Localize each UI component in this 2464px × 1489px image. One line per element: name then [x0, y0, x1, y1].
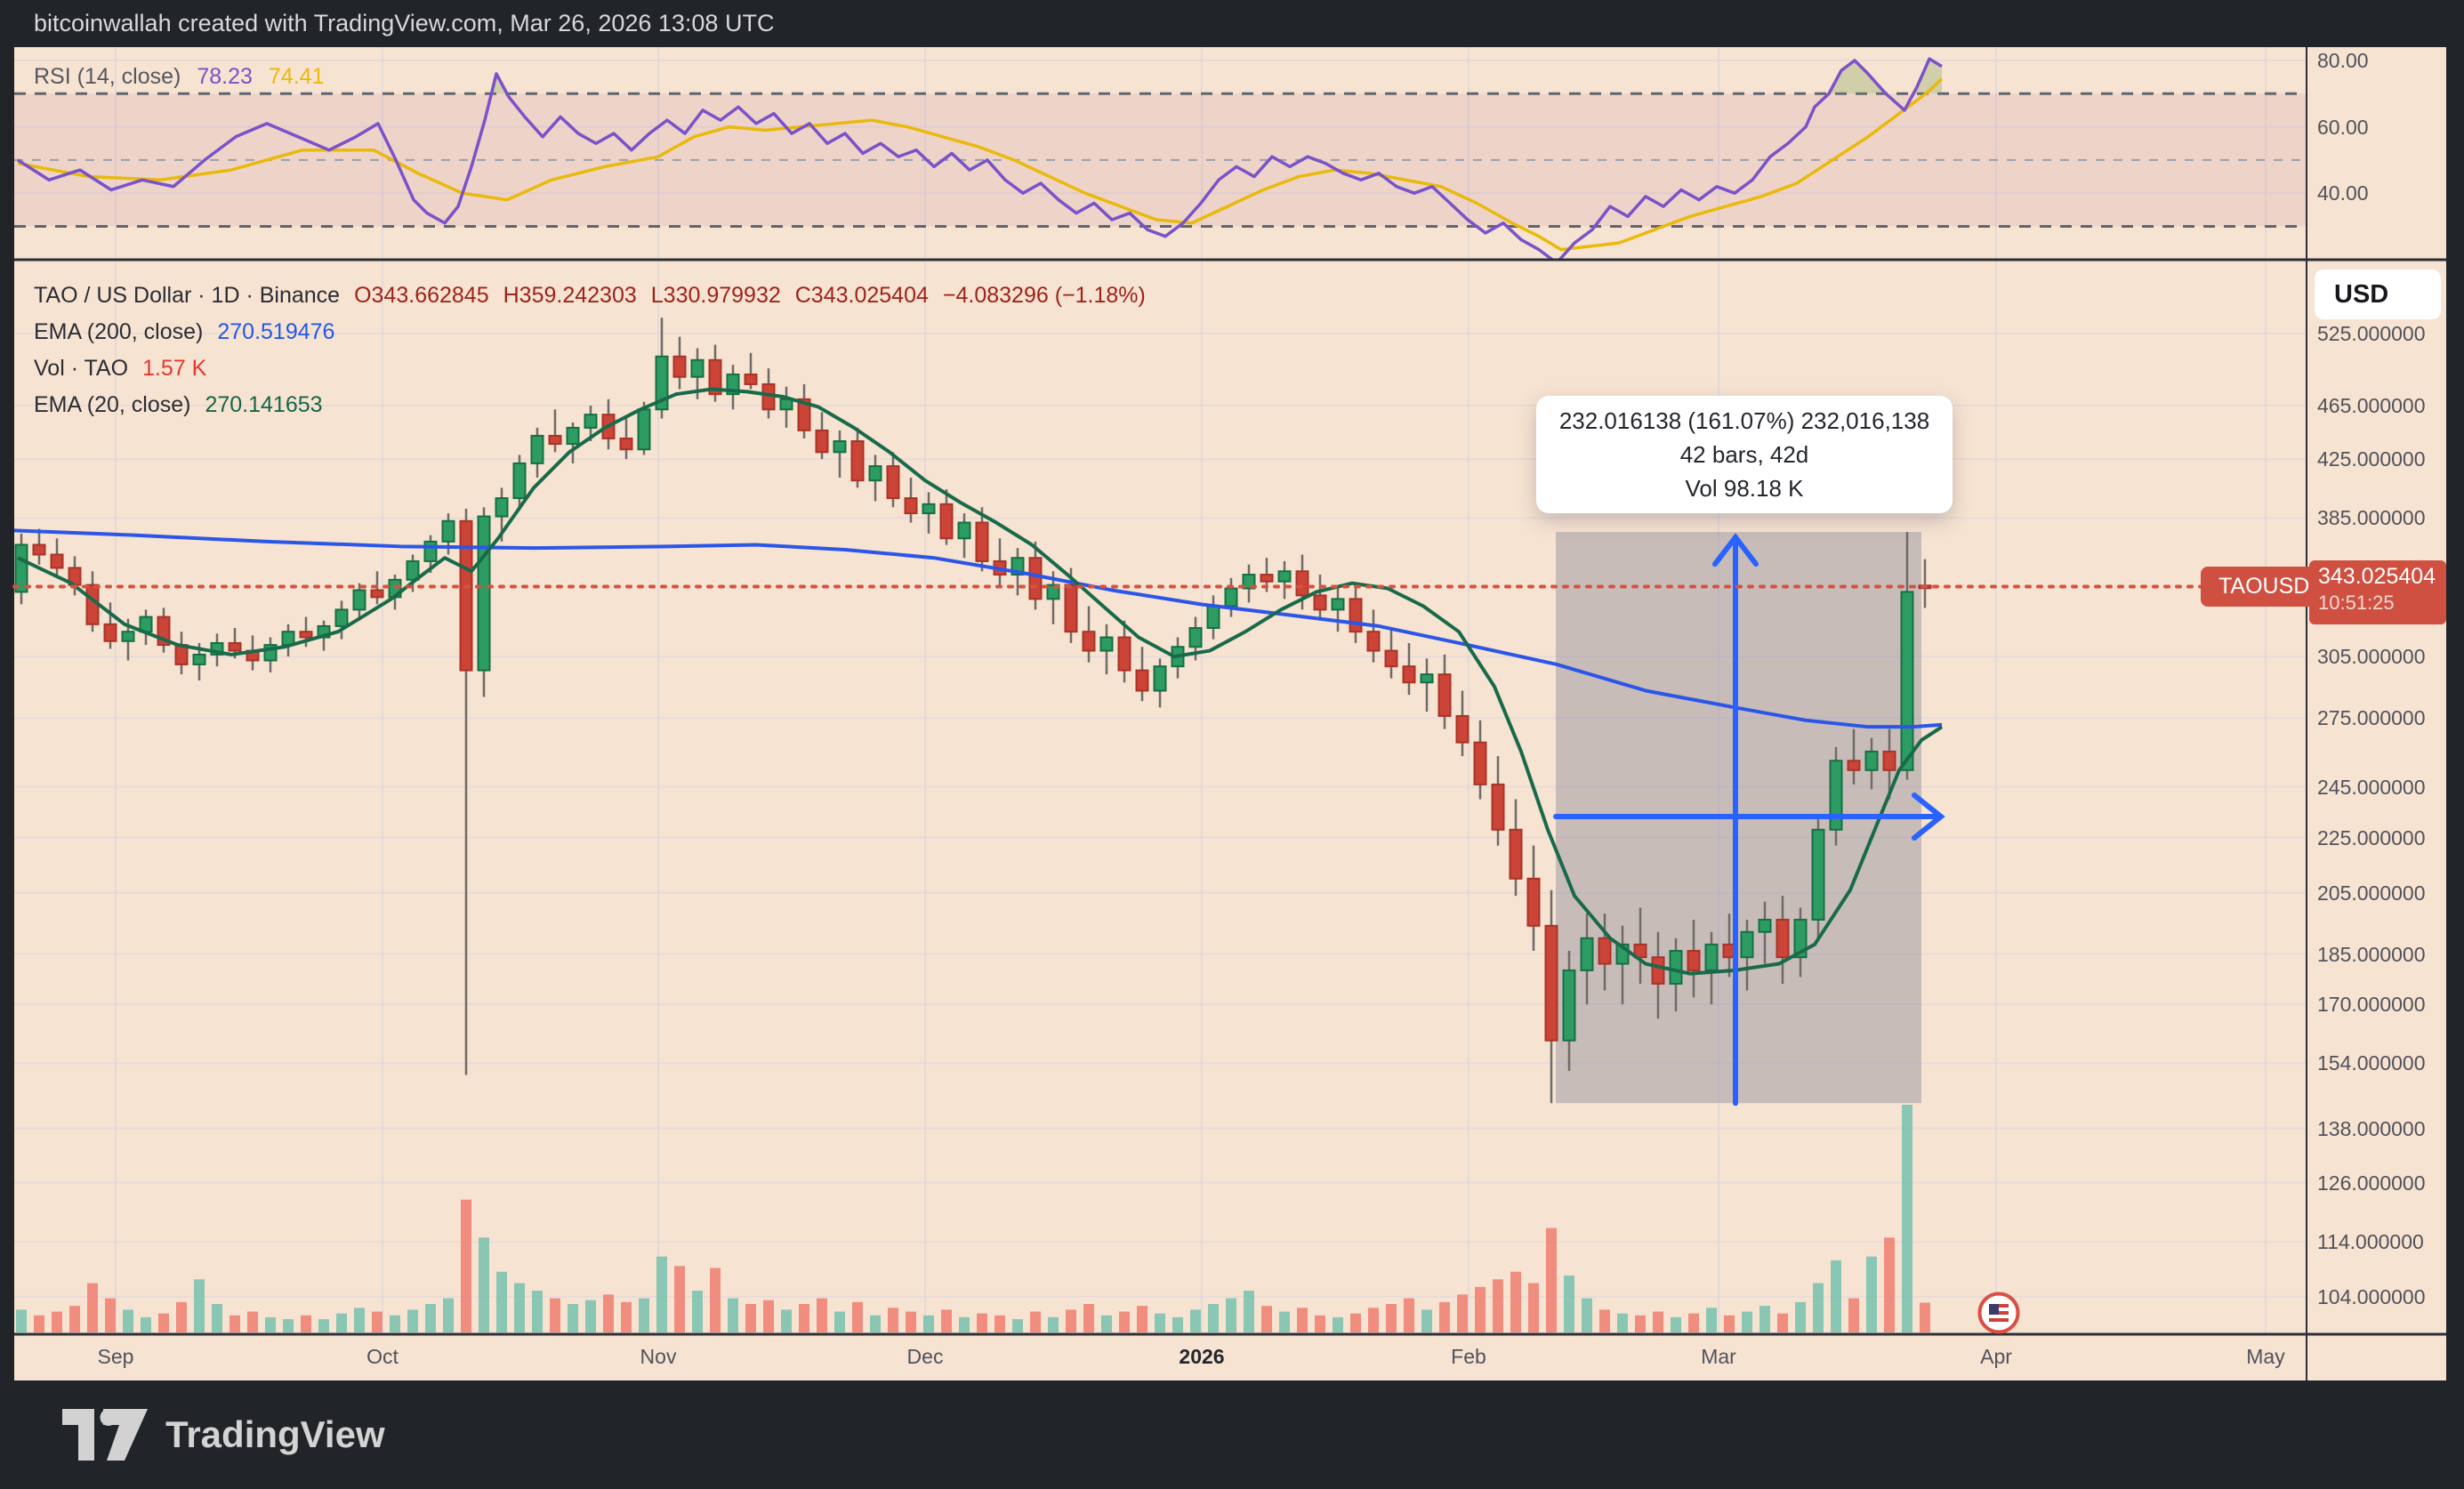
- price-axis-label: 205.000000: [2317, 881, 2426, 905]
- rsi-ma-value: 74.41: [268, 64, 325, 89]
- time-axis-label: Apr: [1980, 1345, 2012, 1368]
- price-axis-label: 138.000000: [2317, 1116, 2426, 1140]
- ema20-label: EMA (20, close): [34, 392, 191, 417]
- volume-value: 1.57 K: [142, 356, 207, 381]
- legend-volume-row[interactable]: Vol · TAO 1.57 K: [34, 350, 1146, 387]
- footer: TradingView: [0, 1380, 2464, 1489]
- price-axis-label: 465.000000: [2317, 393, 2426, 417]
- ema20-value: 270.141653: [205, 392, 323, 417]
- time-axis-label: May: [2246, 1345, 2285, 1368]
- price-axis-label: 525.000000: [2317, 321, 2426, 345]
- price-axis-label: 385.000000: [2317, 506, 2426, 530]
- ohlc-change: −4.083296 (−1.18%): [942, 283, 1146, 308]
- time-axis-label: Oct: [366, 1345, 399, 1368]
- price-axis-label: 225.000000: [2317, 825, 2426, 849]
- symbol-title: TAO / US Dollar · 1D · Binance: [34, 283, 341, 308]
- price-axis-label: 154.000000: [2317, 1051, 2426, 1075]
- watermark-title: bitcoinwallah created with TradingView.c…: [34, 10, 775, 36]
- price-axis-label: 185.000000: [2317, 942, 2426, 966]
- time-axis-label: Mar: [1701, 1345, 1736, 1368]
- price-line-symbol-tag: TAOUSD: [2201, 567, 2328, 607]
- ema200-label: EMA (200, close): [34, 319, 204, 344]
- price-axis-label: 126.000000: [2317, 1171, 2426, 1195]
- countdown-timer: 10:51:25: [2318, 592, 2395, 614]
- main-legend: TAO / US Dollar · 1D · Binance O343.6628…: [34, 278, 1146, 423]
- ohlc-high: H359.242303: [503, 283, 637, 308]
- ohlc-close: C343.025404: [794, 283, 929, 308]
- us-flag-event-icon[interactable]: [1977, 1292, 2020, 1334]
- volume-label: Vol · TAO: [34, 356, 129, 381]
- rsi-axis-label: 60.00: [2317, 115, 2369, 139]
- header: bitcoinwallah created with TradingView.c…: [0, 0, 2464, 47]
- ohlc-low: L330.979932: [650, 283, 781, 308]
- price-axis-label: 114.000000: [2317, 1230, 2424, 1254]
- last-price-axis-tag: 343.025404 10:51:25: [2309, 560, 2446, 624]
- price-axis-label: 275.000000: [2317, 706, 2426, 730]
- measure-bars: 42 bars, 42d: [1679, 441, 1809, 468]
- rsi-value: 78.23: [197, 64, 253, 89]
- rsi-label: RSI (14, close): [34, 64, 181, 89]
- tradingview-wordmark: TradingView: [165, 1413, 385, 1455]
- ema200-value: 270.519476: [217, 319, 335, 344]
- measure-volume: Vol 98.18 K: [1685, 475, 1804, 502]
- rsi-axis-label: 80.00: [2317, 49, 2369, 72]
- legend-symbol-row[interactable]: TAO / US Dollar · 1D · Binance O343.6628…: [34, 278, 1146, 314]
- last-price-value: 343.025404: [2318, 564, 2436, 589]
- time-axis-label: Sep: [97, 1345, 134, 1368]
- time-axis-label: 2026: [1179, 1345, 1225, 1368]
- legend-ema200-row[interactable]: EMA (200, close) 270.519476: [34, 314, 1146, 350]
- legend-ema20-row[interactable]: EMA (20, close) 270.141653: [34, 387, 1146, 423]
- price-axis-label: 305.000000: [2317, 645, 2426, 669]
- price-axis-label: 170.000000: [2317, 993, 2426, 1017]
- currency-button[interactable]: USD: [2315, 270, 2441, 319]
- ohlc-open: O343.662845: [354, 283, 489, 308]
- time-axis-label: Feb: [1451, 1345, 1486, 1368]
- tradingview-logo[interactable]: TradingView: [62, 1409, 385, 1461]
- rsi-axis-label: 40.00: [2317, 181, 2369, 205]
- measure-price-change: 232.016138 (161.07%) 232,016,138: [1558, 407, 1930, 434]
- time-axis-label: Nov: [640, 1345, 677, 1368]
- tradingview-mark-icon: [62, 1409, 148, 1461]
- measure-tooltip: 232.016138 (161.07%) 232,016,138 42 bars…: [1536, 396, 1953, 513]
- price-axis-label: 245.000000: [2317, 775, 2426, 799]
- price-axis-label: 104.000000: [2317, 1284, 2426, 1308]
- rsi-legend[interactable]: RSI (14, close) 78.23 74.41: [34, 64, 324, 90]
- price-axis-label: 425.000000: [2317, 447, 2426, 471]
- time-axis-label: Dec: [906, 1345, 944, 1368]
